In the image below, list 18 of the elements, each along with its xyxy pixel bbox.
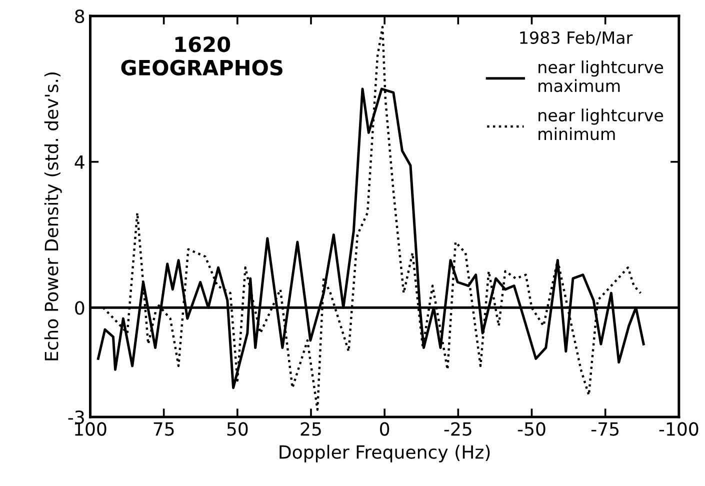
y-axis-title: Echo Power Density (std. dev's.) — [44, 72, 62, 360]
annotation: 1620 GEOGRAPHOS — [121, 36, 282, 76]
x-tick-label: -100 — [659, 422, 698, 436]
y-tick-label: 8 — [75, 9, 84, 24]
x-tick-label: 75 — [154, 422, 174, 436]
x-tick-label: 25 — [300, 422, 321, 436]
legend-title: 1983 Feb/Mar — [520, 31, 633, 46]
y-tick-label: 0 — [75, 301, 84, 315]
x-tick-label: -25 — [444, 422, 472, 436]
x-tick-label: -50 — [518, 422, 546, 436]
legend-label: near lightcurve minimum — [538, 108, 664, 140]
x-axis-title: Doppler Frequency (Hz) — [280, 444, 490, 462]
x-tick-label: -75 — [591, 422, 618, 436]
x-tick-label: 50 — [227, 422, 248, 436]
legend-label: near lightcurve maximum — [538, 60, 664, 92]
y-tick-label: 4 — [74, 156, 84, 169]
x-tick-label: 0 — [380, 422, 390, 436]
x-tick-label: 100 — [74, 422, 106, 436]
